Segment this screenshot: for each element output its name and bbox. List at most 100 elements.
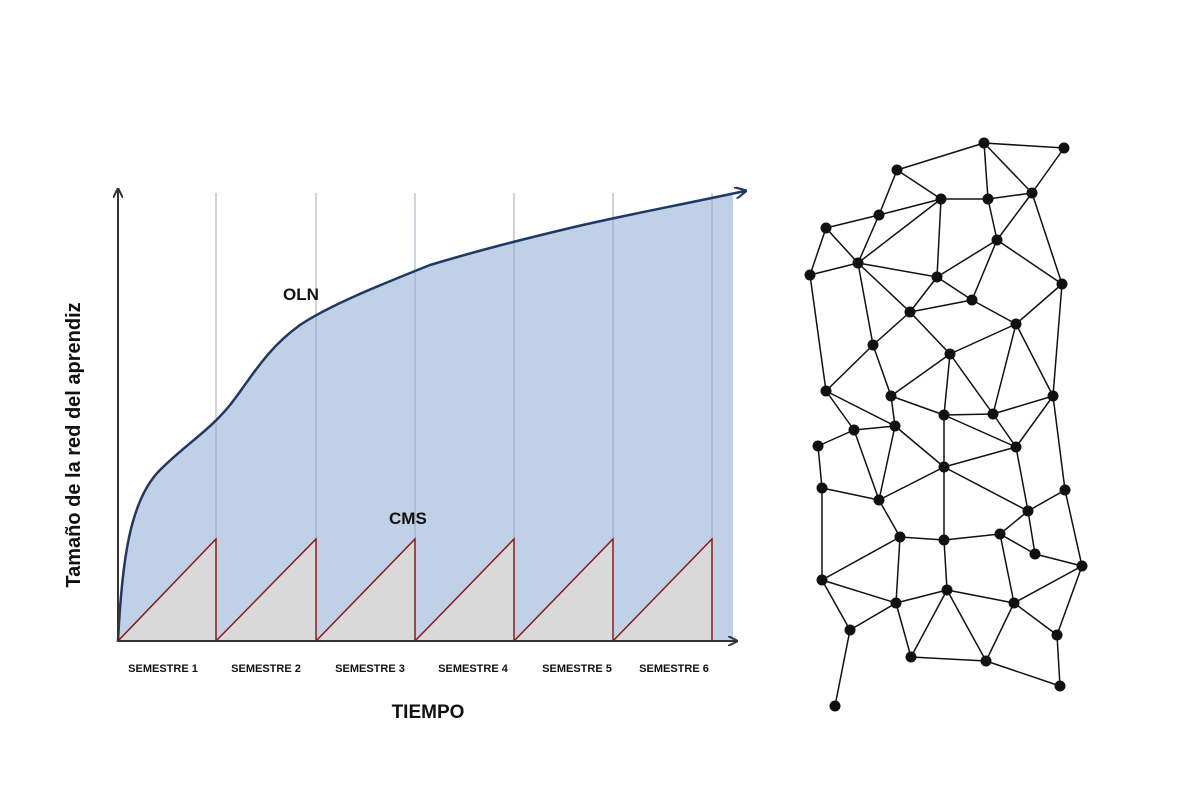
network-edge bbox=[987, 192, 1033, 200]
network-edge bbox=[872, 344, 892, 397]
network-edge bbox=[894, 425, 945, 468]
network-edge bbox=[857, 262, 874, 346]
network-node bbox=[941, 584, 953, 596]
network-edge bbox=[992, 395, 1054, 415]
network-edge bbox=[895, 602, 912, 658]
network-node bbox=[1008, 597, 1020, 609]
network-edge bbox=[825, 344, 874, 392]
semester-label: SEMESTRE 5 bbox=[542, 663, 612, 675]
network-edge bbox=[825, 390, 855, 431]
network-edge bbox=[825, 390, 896, 427]
network-edge bbox=[1013, 602, 1058, 636]
network-edge bbox=[1056, 634, 1061, 687]
network-edge bbox=[943, 533, 1001, 541]
network-node bbox=[938, 409, 950, 421]
network-edge bbox=[878, 169, 898, 216]
network-node bbox=[994, 528, 1006, 540]
network-edges bbox=[809, 142, 1083, 707]
network-edge bbox=[1015, 446, 1029, 512]
network-edge bbox=[817, 445, 823, 489]
network-edge bbox=[992, 413, 1017, 448]
network-node bbox=[889, 420, 901, 432]
network-edge bbox=[896, 142, 985, 171]
network-edge bbox=[999, 510, 1029, 535]
growth-chart: OLN CMS Tamaño de la red del aprendiz SE… bbox=[63, 190, 745, 723]
network-node bbox=[873, 494, 885, 506]
network-edge bbox=[943, 414, 1017, 448]
network-edge bbox=[909, 311, 951, 355]
network-edge bbox=[1031, 192, 1063, 285]
network-node bbox=[890, 597, 902, 609]
network-edge bbox=[1056, 565, 1083, 636]
network-node bbox=[1054, 680, 1066, 692]
network-edge bbox=[1064, 489, 1083, 567]
network-node bbox=[938, 461, 950, 473]
network-node bbox=[1076, 560, 1088, 572]
network-edge bbox=[878, 198, 942, 216]
network-node bbox=[1047, 390, 1059, 402]
network-edge bbox=[1013, 565, 1083, 604]
network-edge bbox=[943, 466, 1029, 512]
semester-label: SEMESTRE 6 bbox=[639, 663, 709, 675]
network-edge bbox=[1015, 323, 1054, 397]
semester-label: SEMESTRE 2 bbox=[231, 663, 301, 675]
network-edge bbox=[1052, 395, 1066, 491]
network-edge bbox=[999, 533, 1036, 555]
network-edge bbox=[825, 214, 880, 229]
network-edge bbox=[936, 276, 973, 301]
network-edge bbox=[1015, 395, 1054, 448]
network-edge bbox=[971, 299, 1017, 325]
network-node bbox=[804, 269, 816, 281]
network-edge bbox=[895, 589, 948, 604]
network-edge bbox=[809, 274, 827, 392]
network-edge bbox=[857, 262, 911, 313]
network-node bbox=[891, 164, 903, 176]
network-edge bbox=[943, 413, 994, 416]
cms-sawtooth bbox=[116, 537, 713, 642]
network-edge bbox=[872, 311, 911, 346]
network-edge bbox=[853, 429, 880, 501]
network-node bbox=[820, 385, 832, 397]
network-edge bbox=[985, 602, 1015, 662]
semester-label: SEMESTRE 3 bbox=[335, 663, 405, 675]
network-edge bbox=[949, 323, 1017, 355]
semester-label: SEMESTRE 4 bbox=[438, 663, 509, 675]
network-edge bbox=[910, 589, 948, 658]
semester-labels: SEMESTRE 1 SEMESTRE 2 SEMESTRE 3 SEMESTR… bbox=[128, 663, 709, 675]
network-node bbox=[1059, 484, 1071, 496]
network-node bbox=[978, 137, 990, 149]
network-node bbox=[944, 348, 956, 360]
network-edge bbox=[895, 536, 901, 604]
network-edge bbox=[983, 142, 1033, 194]
network-node bbox=[931, 271, 943, 283]
network-node bbox=[852, 257, 864, 269]
network-edge bbox=[857, 214, 880, 264]
network-node bbox=[982, 193, 994, 205]
oln-label: OLN bbox=[283, 285, 319, 304]
network-edge bbox=[946, 589, 1015, 604]
network-edge bbox=[1031, 147, 1065, 194]
network-node bbox=[812, 440, 824, 452]
network-edge bbox=[936, 198, 942, 278]
network-node bbox=[1051, 629, 1063, 641]
network-node bbox=[816, 482, 828, 494]
network-edge bbox=[821, 579, 851, 631]
network-edge bbox=[996, 192, 1033, 241]
network-edge bbox=[878, 499, 901, 538]
network-edge bbox=[857, 262, 938, 278]
oln-area bbox=[118, 193, 733, 641]
network-edge bbox=[983, 142, 1065, 149]
semester-label: SEMESTRE 1 bbox=[128, 663, 198, 675]
network-edge bbox=[949, 353, 994, 415]
network-node bbox=[844, 624, 856, 636]
network-edge bbox=[1052, 283, 1063, 397]
network-node bbox=[1010, 441, 1022, 453]
network-node bbox=[820, 222, 832, 234]
network-node bbox=[1010, 318, 1022, 330]
cms-label: CMS bbox=[389, 509, 427, 528]
network-edge bbox=[1034, 553, 1083, 567]
network-node bbox=[935, 193, 947, 205]
network-edge bbox=[809, 227, 827, 276]
network-edge bbox=[987, 198, 998, 241]
